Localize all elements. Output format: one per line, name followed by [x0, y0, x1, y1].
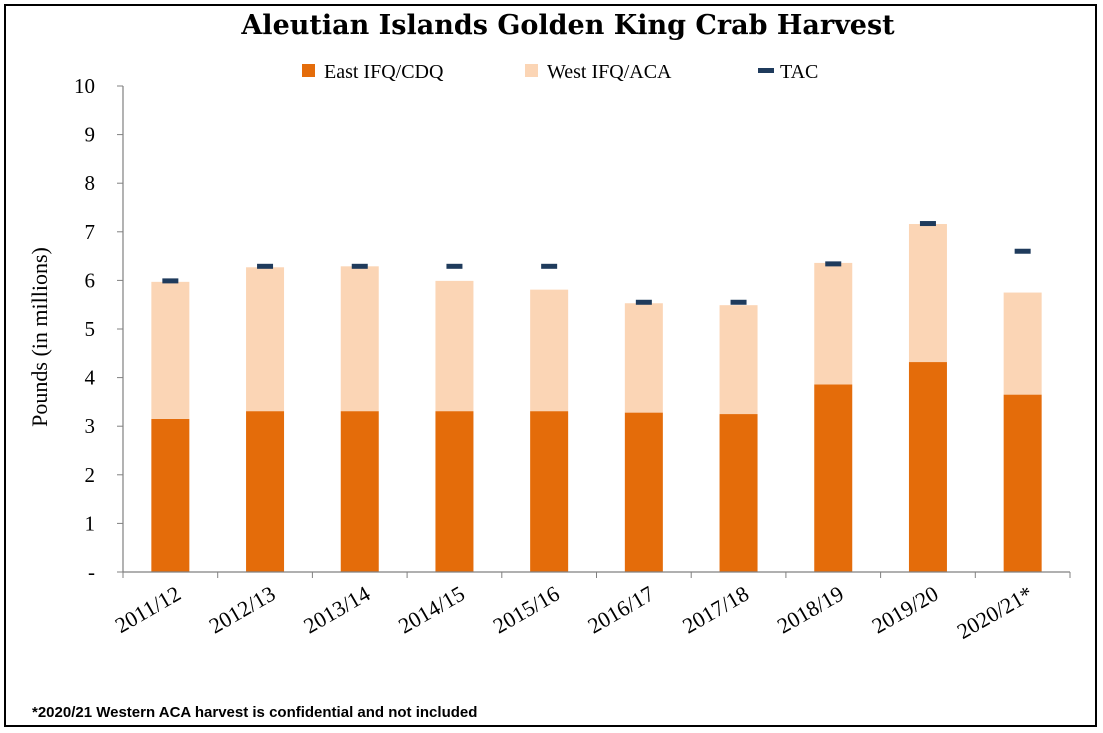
bar-west-ifq-aca	[624, 303, 663, 413]
tac-marker	[1014, 248, 1031, 254]
bar-west-ifq-aca	[908, 224, 947, 363]
bar-west-ifq-aca	[246, 267, 285, 412]
y-tick-label: 7	[85, 220, 96, 244]
x-tick-label: 2016/17	[583, 581, 658, 639]
bar-east-ifq-cdq	[814, 384, 853, 572]
y-tick-label: 5	[85, 317, 96, 341]
tac-marker	[446, 263, 463, 269]
bar-east-ifq-cdq	[908, 362, 947, 572]
x-tick-label: 2012/13	[205, 581, 280, 639]
y-tick-label: 8	[85, 171, 96, 195]
bar-east-ifq-cdq	[435, 411, 474, 572]
y-tick-label: -	[88, 560, 95, 584]
tac-markers	[162, 221, 1031, 305]
tac-marker	[257, 263, 274, 269]
bar-west-ifq-aca	[151, 281, 190, 419]
legend-swatch-east	[302, 64, 315, 77]
tac-marker	[825, 261, 842, 267]
bar-west-ifq-aca	[1003, 292, 1042, 395]
x-tick-label: 2015/16	[489, 581, 564, 639]
y-tick-label: 6	[85, 268, 96, 292]
legend-label-west: West IFQ/ACA	[547, 61, 672, 83]
bar-east-ifq-cdq	[624, 412, 663, 572]
tac-marker	[730, 299, 747, 305]
bar-west-ifq-aca	[340, 266, 379, 412]
bar-west-ifq-aca	[435, 280, 474, 412]
bar-west-ifq-aca	[530, 289, 569, 412]
x-tick-label: 2011/12	[111, 581, 185, 638]
y-tick-label: 10	[74, 74, 95, 98]
y-tick-label: 9	[85, 123, 96, 147]
tac-marker	[162, 278, 179, 284]
y-axis-label: Pounds (in millions)	[27, 247, 52, 427]
legend-swatch-tac	[758, 68, 774, 73]
bar-east-ifq-cdq	[246, 411, 285, 572]
tac-marker	[635, 299, 652, 305]
bar-east-ifq-cdq	[530, 411, 569, 572]
y-tick-label: 2	[85, 463, 96, 487]
footnote: *2020/21 Western ACA harvest is confiden…	[32, 704, 477, 721]
x-tick-label: 2019/20	[867, 581, 942, 639]
bar-east-ifq-cdq	[1003, 394, 1042, 572]
y-axis-ticks: - 1 2 3 4 5 6 7 8 9 10	[74, 74, 123, 584]
bar-east-ifq-cdq	[340, 411, 379, 572]
x-axis-ticks: 2011/12 2012/13 2013/14 2014/15 2015/16 2016/…	[111, 572, 1071, 644]
x-tick-label: 2018/19	[773, 581, 848, 639]
y-tick-label: 3	[85, 414, 96, 438]
x-tick-label: 2014/15	[394, 581, 469, 639]
chart-title: Aleutian Islands Golden King Crab Harves…	[240, 10, 895, 41]
bar-east-ifq-cdq	[719, 414, 758, 572]
tac-marker	[919, 221, 936, 227]
bar-east-ifq-cdq	[151, 418, 190, 572]
x-tick-label: 2020/21*	[953, 581, 1037, 644]
legend: East IFQ/CDQ West IFQ/ACA TAC	[302, 61, 818, 83]
tac-marker	[351, 263, 368, 269]
x-tick-label: 2013/14	[299, 581, 374, 639]
bar-west-ifq-aca	[814, 262, 853, 385]
tac-marker	[541, 263, 558, 269]
legend-label-tac: TAC	[780, 61, 818, 83]
legend-label-east: East IFQ/CDQ	[324, 61, 444, 83]
bar-west-ifq-aca	[719, 305, 758, 415]
y-tick-label: 4	[85, 366, 96, 390]
bars	[151, 224, 1042, 572]
x-tick-label: 2017/18	[678, 581, 753, 639]
legend-swatch-west	[525, 64, 538, 77]
y-tick-label: 1	[85, 511, 96, 535]
